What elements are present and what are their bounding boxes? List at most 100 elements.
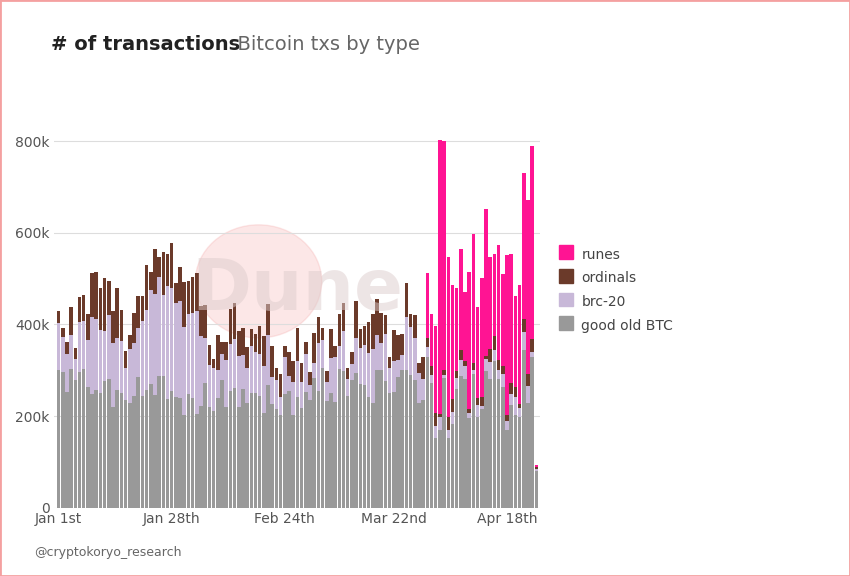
Bar <box>270 377 274 404</box>
Bar <box>409 314 412 327</box>
Bar <box>396 335 400 360</box>
Bar <box>371 403 375 507</box>
Bar <box>199 306 203 336</box>
Bar <box>329 393 332 507</box>
Bar <box>124 368 128 400</box>
Bar <box>94 319 98 391</box>
Bar <box>107 379 110 507</box>
Bar <box>363 345 366 385</box>
Bar <box>501 274 505 366</box>
Bar <box>518 285 521 404</box>
Bar <box>476 417 479 507</box>
Bar <box>455 378 458 389</box>
Bar <box>446 430 450 438</box>
Bar <box>337 314 341 346</box>
Bar <box>333 346 337 357</box>
Bar <box>133 313 136 343</box>
Bar <box>178 267 182 301</box>
Bar <box>212 368 215 411</box>
Bar <box>463 361 467 366</box>
Bar <box>316 391 320 507</box>
Text: @cryptokoryo_research: @cryptokoryo_research <box>34 545 182 559</box>
Bar <box>157 257 161 277</box>
Bar <box>450 399 454 412</box>
Bar <box>400 334 404 355</box>
Bar <box>422 380 425 400</box>
Bar <box>254 353 258 393</box>
Bar <box>220 354 224 380</box>
Bar <box>450 424 454 507</box>
Bar <box>65 343 69 354</box>
Bar <box>241 354 245 389</box>
Bar <box>442 370 446 375</box>
Bar <box>354 301 358 338</box>
Bar <box>526 403 530 507</box>
Bar <box>337 346 341 369</box>
Bar <box>513 387 517 397</box>
Bar <box>304 354 308 392</box>
Bar <box>501 374 505 387</box>
Bar <box>199 336 203 406</box>
Bar <box>233 304 236 339</box>
Bar <box>246 403 249 507</box>
Bar <box>426 338 429 347</box>
Bar <box>526 374 530 386</box>
Bar <box>313 333 316 363</box>
Bar <box>346 396 349 507</box>
Bar <box>258 396 262 507</box>
Bar <box>333 402 337 507</box>
Bar <box>216 370 219 398</box>
Bar <box>212 411 215 507</box>
Bar <box>363 385 366 507</box>
Bar <box>140 321 144 396</box>
Bar <box>484 356 488 359</box>
Bar <box>300 363 303 382</box>
Bar <box>254 393 258 507</box>
Bar <box>94 272 98 319</box>
Bar <box>367 353 371 397</box>
Bar <box>287 391 291 507</box>
Bar <box>203 305 207 339</box>
Bar <box>157 277 161 376</box>
Bar <box>438 414 442 417</box>
Bar <box>74 347 77 359</box>
Bar <box>220 380 224 507</box>
Bar <box>413 380 416 507</box>
Bar <box>237 356 241 407</box>
Bar <box>128 335 132 350</box>
Bar <box>388 368 391 393</box>
Bar <box>455 371 458 378</box>
Bar <box>346 379 349 396</box>
Bar <box>513 295 517 387</box>
Bar <box>90 274 94 317</box>
Bar <box>535 467 538 469</box>
Bar <box>116 287 119 338</box>
Bar <box>195 273 199 310</box>
Bar <box>65 354 69 392</box>
Bar <box>203 382 207 507</box>
Legend: runes, ordinals, brc-20, good old BTC: runes, ordinals, brc-20, good old BTC <box>552 241 680 340</box>
Bar <box>396 360 400 377</box>
Bar <box>279 374 282 397</box>
Bar <box>379 370 383 507</box>
Bar <box>262 336 266 366</box>
Bar <box>120 393 123 507</box>
Bar <box>254 334 258 353</box>
Bar <box>359 348 362 384</box>
Bar <box>354 373 358 507</box>
Text: # of transactions: # of transactions <box>51 35 240 54</box>
Bar <box>99 330 102 393</box>
Bar <box>157 376 161 507</box>
Bar <box>309 372 312 385</box>
Bar <box>162 376 165 507</box>
Bar <box>70 369 73 507</box>
Bar <box>489 362 492 380</box>
Bar <box>99 393 102 507</box>
Bar <box>170 391 173 507</box>
Bar <box>438 139 442 414</box>
Bar <box>459 376 462 507</box>
Bar <box>183 327 186 415</box>
Bar <box>463 366 467 379</box>
Bar <box>522 332 525 350</box>
Bar <box>493 361 496 507</box>
